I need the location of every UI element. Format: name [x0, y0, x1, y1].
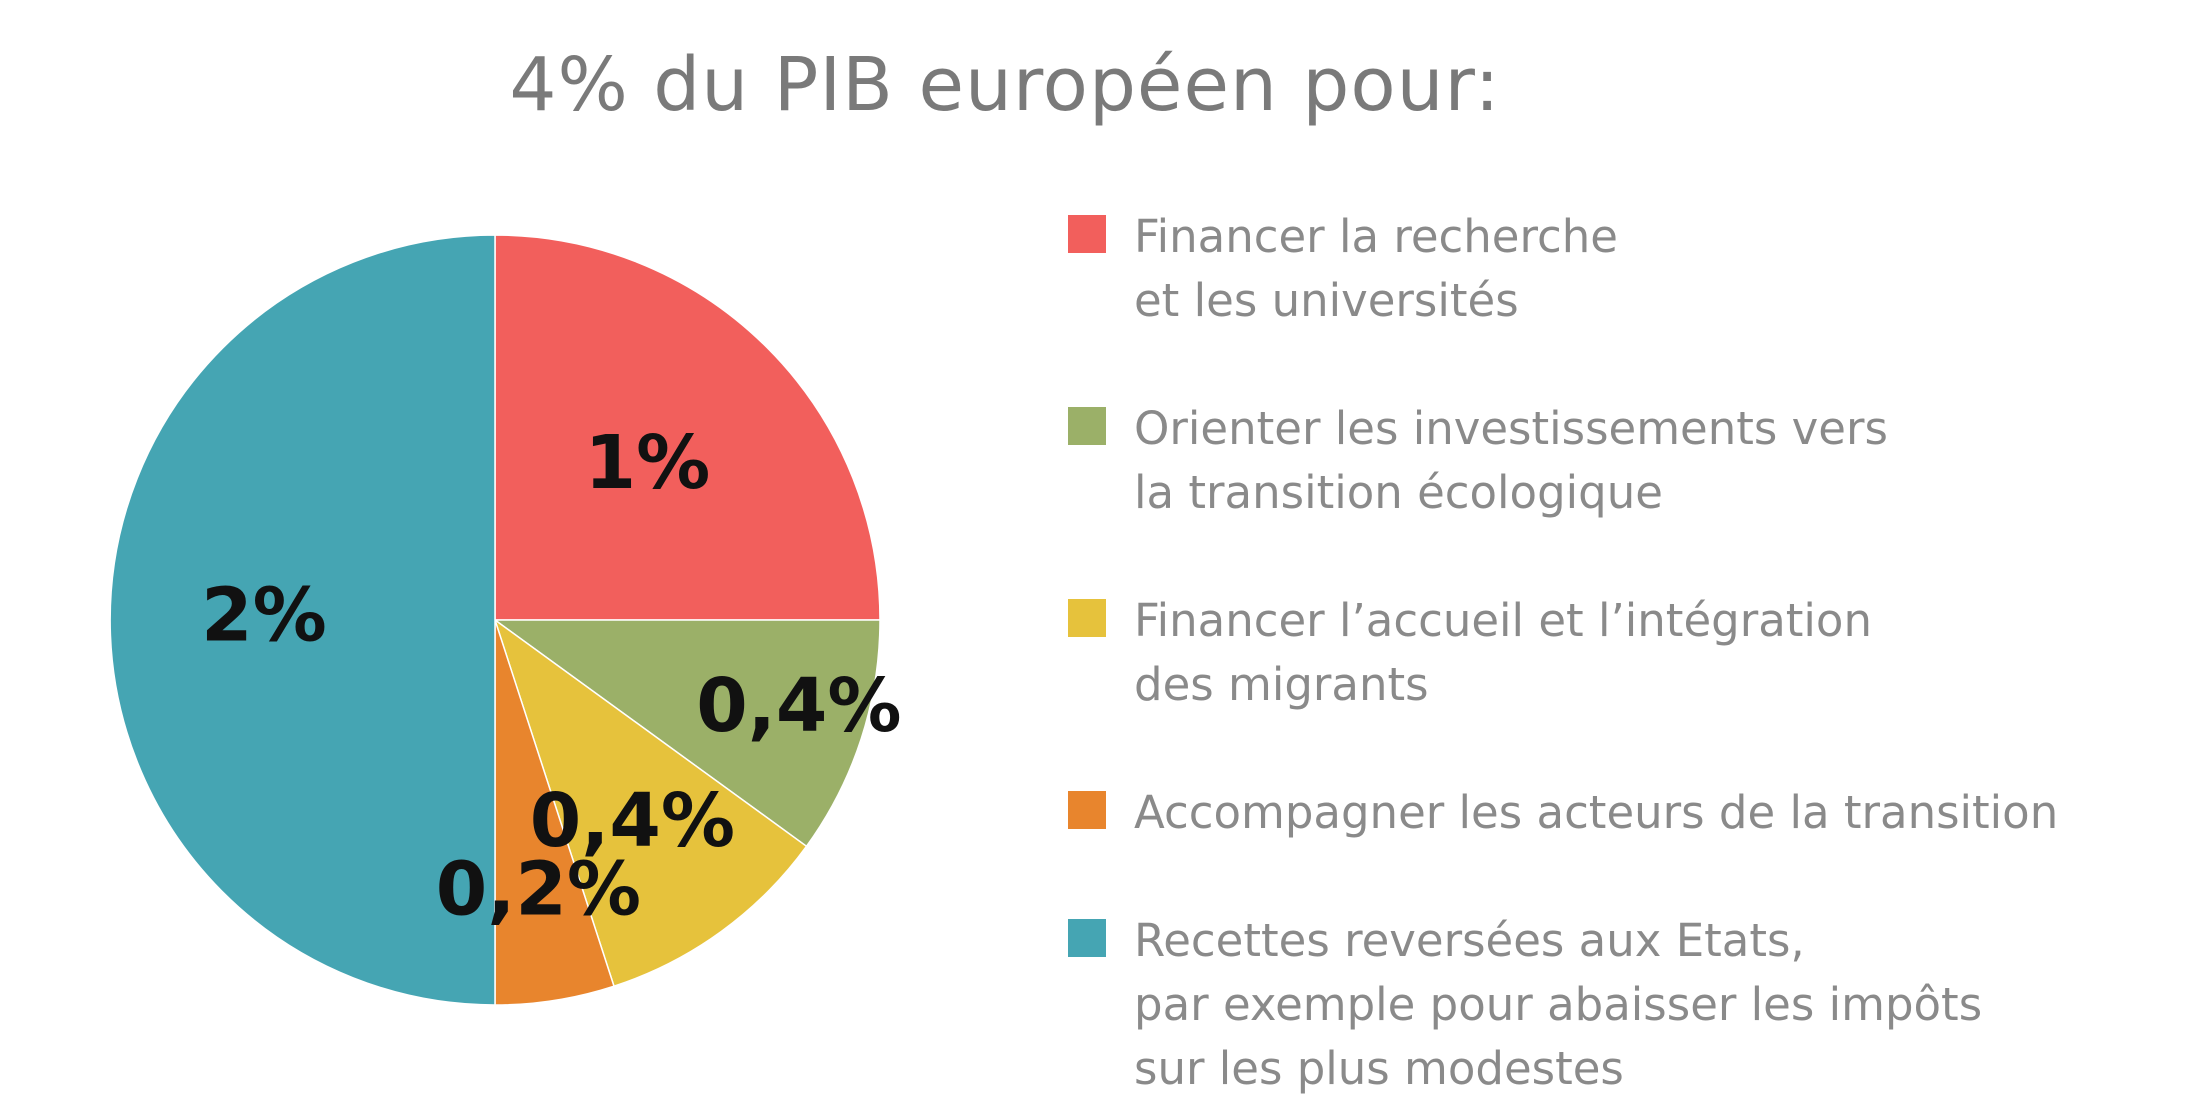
legend-label-1: Financer la recherche et les universités: [1134, 210, 1618, 327]
legend-item-5: Recettes reversées aux Etats, par exempl…: [1068, 909, 1982, 1101]
legend-swatch-1: [1068, 215, 1106, 253]
legend-label-5: Recettes reversées aux Etats, par exempl…: [1134, 914, 1983, 1095]
pie-slice-1: [494, 234, 881, 621]
slice-label-1: 1%: [585, 420, 711, 506]
legend-item-4: Accompagner les acteurs de la transition: [1068, 781, 2058, 845]
slice-label-2: 0,4%: [696, 663, 901, 749]
legend-label-2: Orienter les investissements vers la tra…: [1134, 402, 1888, 519]
legend-swatch-3: [1068, 599, 1106, 637]
chart-title: 4% du PIB européen pour:: [509, 42, 1501, 128]
legend-swatch-2: [1068, 407, 1106, 445]
slice-label-5: 2%: [201, 573, 327, 659]
legend-item-3: Financer l’accueil et l’intégration des …: [1068, 589, 1872, 717]
legend-label-4: Accompagner les acteurs de la transition: [1134, 786, 2059, 839]
legend-item-2: Orienter les investissements vers la tra…: [1068, 397, 1888, 525]
pie-slice-3: [493, 618, 808, 988]
slice-label-3: 0,4%: [530, 778, 735, 864]
legend-item-1: Financer la recherche et les universités: [1068, 205, 1618, 333]
legend-swatch-5: [1068, 919, 1106, 957]
slice-label-4: 0,2%: [436, 846, 641, 932]
pie-slice-5: [109, 234, 496, 1006]
pie-chart: 1%0,4%0,4%0,2%2%: [109, 234, 902, 1006]
legend-label-3: Financer l’accueil et l’intégration des …: [1134, 594, 1872, 711]
pie-slice-2: [492, 619, 881, 848]
legend-swatch-4: [1068, 791, 1106, 829]
